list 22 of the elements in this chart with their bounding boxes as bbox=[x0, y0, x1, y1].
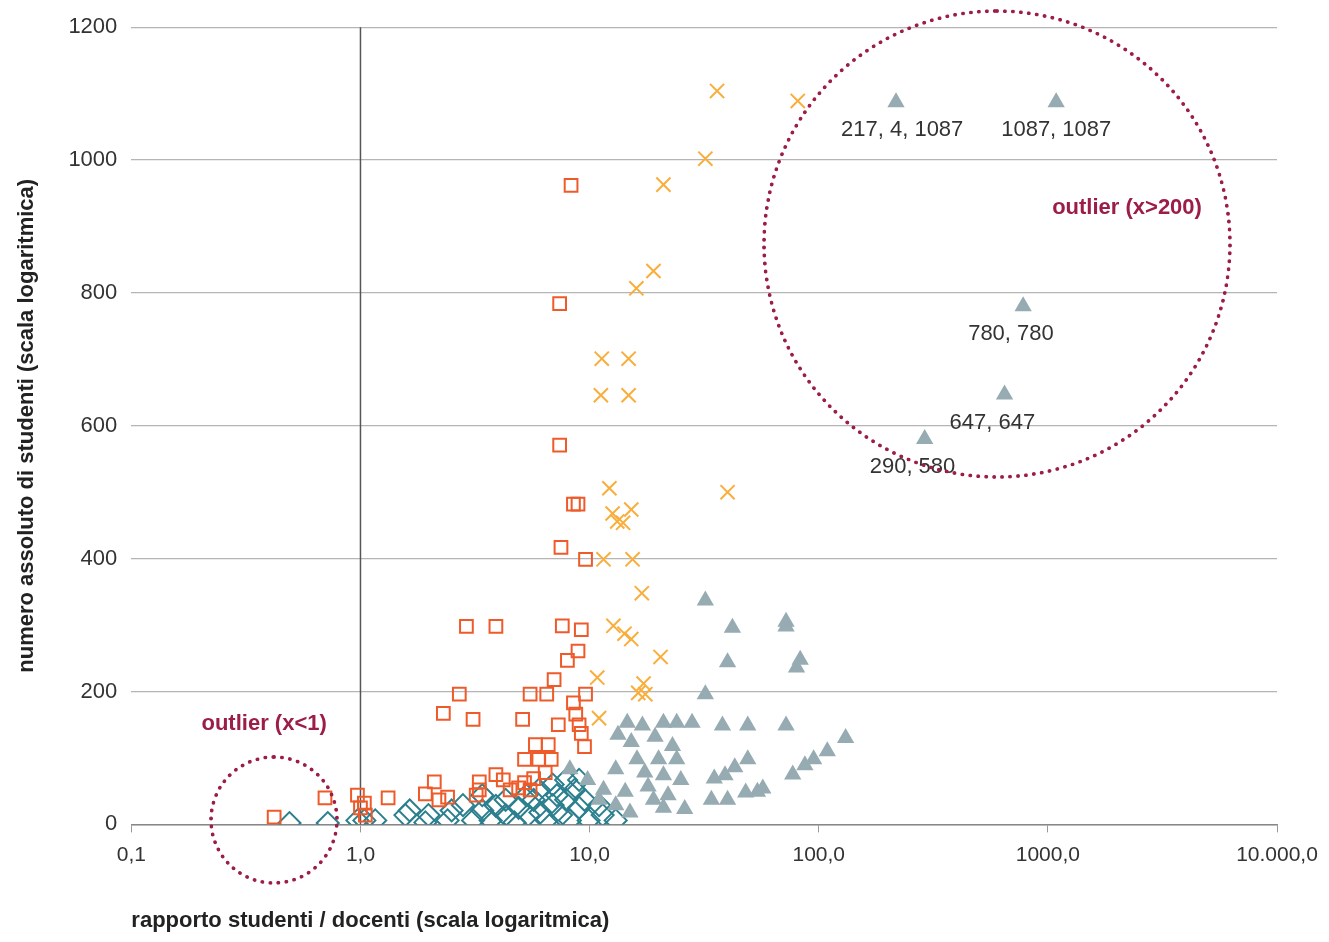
y-tick-label: 1200 bbox=[68, 13, 118, 39]
x-tick-label: 10.000,0 bbox=[1236, 841, 1318, 865]
x-tick-label: 10,0 bbox=[569, 841, 611, 865]
annotation: 780, 780 bbox=[968, 320, 1054, 346]
y-tick-label: 800 bbox=[80, 279, 118, 304]
x-tick-label: 100,0 bbox=[792, 841, 846, 865]
y-tick-label: 600 bbox=[80, 411, 118, 437]
x-tick-label: 0,1 bbox=[116, 841, 146, 865]
annotation: 1087, 1087 bbox=[1001, 116, 1112, 142]
x-tick-label: 1000,0 bbox=[1015, 841, 1080, 865]
y-tick-label: 200 bbox=[80, 677, 118, 703]
annotation: 217, 4, 1087 bbox=[841, 116, 964, 142]
x-tick-label: 1,0 bbox=[345, 841, 376, 865]
annotation: outlier (x<1) bbox=[201, 710, 327, 737]
annotation: outlier (x>200) bbox=[1052, 194, 1202, 221]
y-axis-title: numero assoluto di studenti (scala logaritmica) bbox=[13, 178, 39, 673]
annotation: 290, 580 bbox=[869, 453, 956, 479]
y-tick-label: 1000 bbox=[68, 146, 118, 172]
annotation: 647, 647 bbox=[949, 408, 1036, 434]
y-tick-label: 0 bbox=[105, 810, 118, 836]
y-tick-label: 400 bbox=[80, 544, 118, 570]
x-axis-title: rapporto studenti / docenti (scala logaritmica) bbox=[131, 906, 610, 932]
